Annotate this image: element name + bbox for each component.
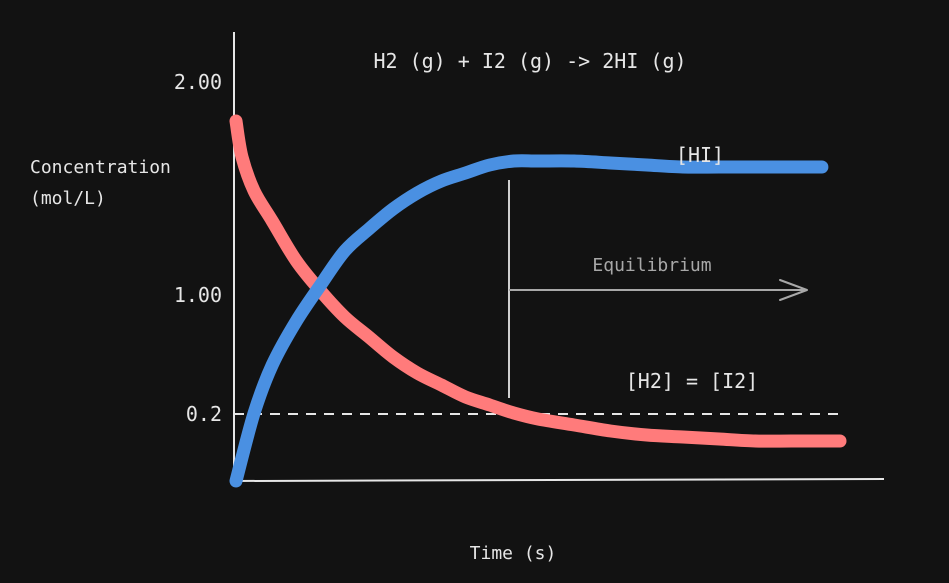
x-axis-label: Time (s) bbox=[470, 543, 557, 564]
series-label-h2-i2: [H2] = [I2] bbox=[626, 369, 758, 393]
equilibrium-arrow-head bbox=[779, 279, 808, 301]
y-tick-label-2-00: 2.00 bbox=[174, 70, 222, 94]
series-line-hi bbox=[229, 154, 829, 488]
y-tick-label-1-00: 1.00 bbox=[174, 283, 222, 307]
series-line-h2-i2 bbox=[229, 114, 847, 448]
equilibrium-label: Equilibrium bbox=[592, 255, 711, 276]
y-axis-label-line1: Concentration bbox=[30, 157, 171, 178]
y-axis-label-line2: (mol/L) bbox=[30, 188, 106, 209]
y-tick-label-0-2: 0.2 bbox=[186, 402, 222, 426]
series-layer bbox=[229, 114, 847, 488]
x-axis bbox=[233, 478, 885, 482]
series-label-hi: [HI] bbox=[676, 143, 724, 167]
chart-title: H2 (g) + I2 (g) -> 2HI (g) bbox=[373, 49, 686, 73]
